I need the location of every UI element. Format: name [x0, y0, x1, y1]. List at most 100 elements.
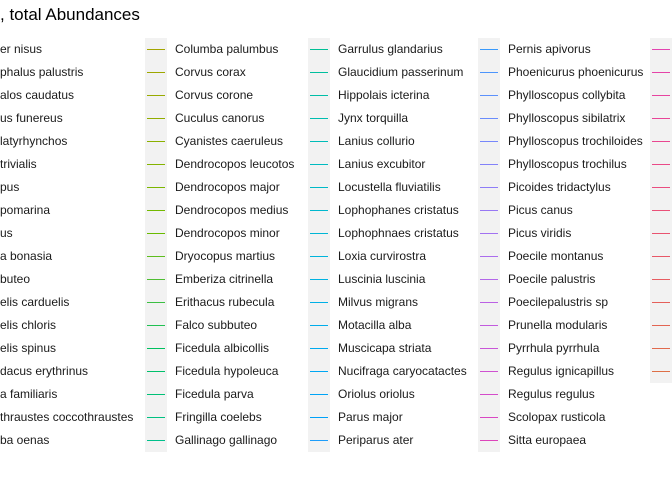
legend-key-line [652, 210, 670, 211]
legend-key-line [310, 371, 328, 372]
legend-key-line [652, 164, 670, 165]
legend-key-line [652, 256, 670, 257]
legend-key [478, 61, 500, 84]
legend-key-line [147, 72, 165, 73]
legend-label: Dendrocopos minor [175, 226, 280, 240]
legend-label: Jynx torquilla [338, 111, 409, 125]
legend-key [478, 360, 500, 383]
legend-key [145, 61, 167, 84]
legend-label: Motacilla alba [338, 318, 412, 332]
legend-key-line [310, 118, 328, 119]
legend-entry: Picus viridis [478, 222, 658, 245]
legend-entry: Garrulus glandarius [308, 38, 488, 61]
legend-label: us [0, 226, 13, 240]
legend-label: Dendrocopos medius [175, 203, 289, 217]
legend-label: Phoenicurus phoenicurus [508, 65, 644, 79]
legend-entry: a bonasia [0, 245, 180, 268]
legend-key-line [652, 279, 670, 280]
legend-key-line [480, 210, 498, 211]
legend-entry: Picus canus [478, 199, 658, 222]
legend-key [308, 429, 330, 452]
legend-entry: Fringilla coelebs [145, 406, 325, 429]
legend-label: Locustella fluviatilis [338, 180, 441, 194]
legend-key-line [147, 210, 165, 211]
legend-entry: elis carduelis [0, 291, 180, 314]
legend-key-line [480, 417, 498, 418]
legend-key [308, 84, 330, 107]
legend-label: Lanius collurio [338, 134, 415, 148]
legend-key-line [310, 210, 328, 211]
legend-key [145, 130, 167, 153]
legend-key [650, 337, 672, 360]
legend-key-line [147, 118, 165, 119]
legend-entry [650, 245, 672, 268]
legend-entry: elis spinus [0, 337, 180, 360]
legend-label: er nisus [0, 42, 43, 56]
legend-entry: thraustes coccothraustes [0, 406, 180, 429]
legend-key [650, 176, 672, 199]
legend-key [308, 222, 330, 245]
legend-entry: Regulus ignicapillus [478, 360, 658, 383]
legend-key-line [652, 141, 670, 142]
legend-label: pus [0, 180, 20, 194]
legend-key [478, 222, 500, 245]
legend-label: elis spinus [0, 341, 57, 355]
legend-entry: Loxia curvirostra [308, 245, 488, 268]
legend-entry: Poecilepalustris sp [478, 291, 658, 314]
legend-entry: Hippolais icterina [308, 84, 488, 107]
legend-key-line [480, 72, 498, 73]
legend-key [478, 245, 500, 268]
legend-key-line [147, 49, 165, 50]
legend-key [650, 130, 672, 153]
legend-key [308, 61, 330, 84]
legend-label: Regulus ignicapillus [508, 364, 615, 378]
legend-key-line [310, 72, 328, 73]
legend-key [478, 199, 500, 222]
legend-key-line [480, 371, 498, 372]
legend-key [650, 360, 672, 383]
legend-key-line [652, 49, 670, 50]
legend-entry: latyrhynchos [0, 130, 180, 153]
legend-entry: Motacilla alba [308, 314, 488, 337]
legend-key [145, 268, 167, 291]
legend-entry: Columba palumbus [145, 38, 325, 61]
legend-key-line [147, 417, 165, 418]
legend-entry: Cuculus canorus [145, 107, 325, 130]
legend-key-line [652, 118, 670, 119]
legend-entry: Dendrocopos minor [145, 222, 325, 245]
legend-key-line [147, 95, 165, 96]
legend-label: phalus palustris [0, 65, 84, 79]
legend-key [478, 84, 500, 107]
legend-entry: Milvus migrans [308, 291, 488, 314]
legend-entry: a familiaris [0, 383, 180, 406]
legend-label: Erithacus rubecula [175, 295, 275, 309]
legend-key [650, 84, 672, 107]
legend-label: Periparus ater [338, 433, 414, 447]
legend-key-line [652, 302, 670, 303]
legend-key [145, 107, 167, 130]
legend-label: Picoides tridactylus [508, 180, 611, 194]
legend-label: Milvus migrans [338, 295, 419, 309]
legend-key [145, 199, 167, 222]
legend-entry [650, 222, 672, 245]
legend-key [478, 130, 500, 153]
legend-key-line [652, 72, 670, 73]
legend-label: Luscinia luscinia [338, 272, 426, 286]
legend-label: Pernis apivorus [508, 42, 591, 56]
legend-label: Loxia curvirostra [338, 249, 427, 263]
legend-entry [650, 153, 672, 176]
legend-label: Regulus regulus [508, 387, 595, 401]
legend-key [145, 429, 167, 452]
legend-key [650, 199, 672, 222]
legend-entry: us funereus [0, 107, 180, 130]
legend-key [478, 153, 500, 176]
legend-key-line [147, 371, 165, 372]
legend-label: thraustes coccothraustes [0, 410, 134, 424]
legend-key [145, 38, 167, 61]
legend-label: Emberiza citrinella [175, 272, 274, 286]
legend-key-line [480, 233, 498, 234]
legend-entry: Dendrocopos major [145, 176, 325, 199]
legend-label: pomarina [0, 203, 51, 217]
legend-entry: Erithacus rubecula [145, 291, 325, 314]
legend-key-line [310, 164, 328, 165]
